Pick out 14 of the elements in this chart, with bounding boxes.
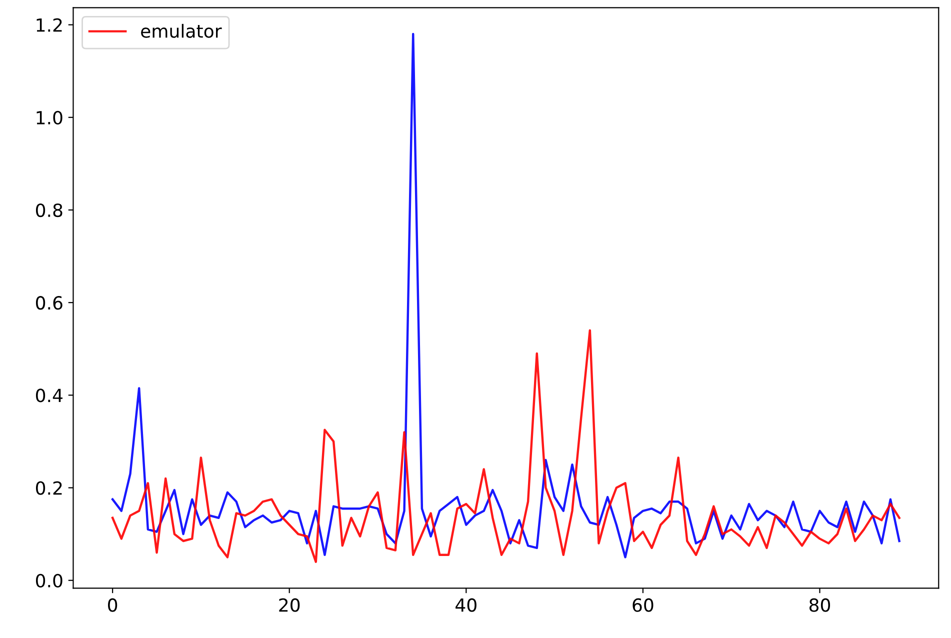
line-series	[111, 329, 900, 563]
x-tick-label: 40	[456, 598, 476, 612]
y-tick-label: 0.0	[36, 574, 62, 588]
x-tick-label: 80	[809, 598, 830, 612]
y-tick-label: 0.4	[36, 388, 62, 402]
x-tick-label: 60	[632, 598, 654, 612]
legend-label: emulator	[141, 24, 222, 38]
x-tick-label: 0	[108, 598, 118, 612]
y-tick-label: 1.0	[36, 110, 62, 124]
y-tick-label: 0.8	[36, 203, 62, 218]
y-tick-label: 1.2	[36, 18, 62, 32]
y-tick-label: 0.2	[36, 481, 62, 495]
x-tick-label: 20	[279, 598, 300, 612]
y-tick-label: 0.6	[36, 296, 62, 310]
